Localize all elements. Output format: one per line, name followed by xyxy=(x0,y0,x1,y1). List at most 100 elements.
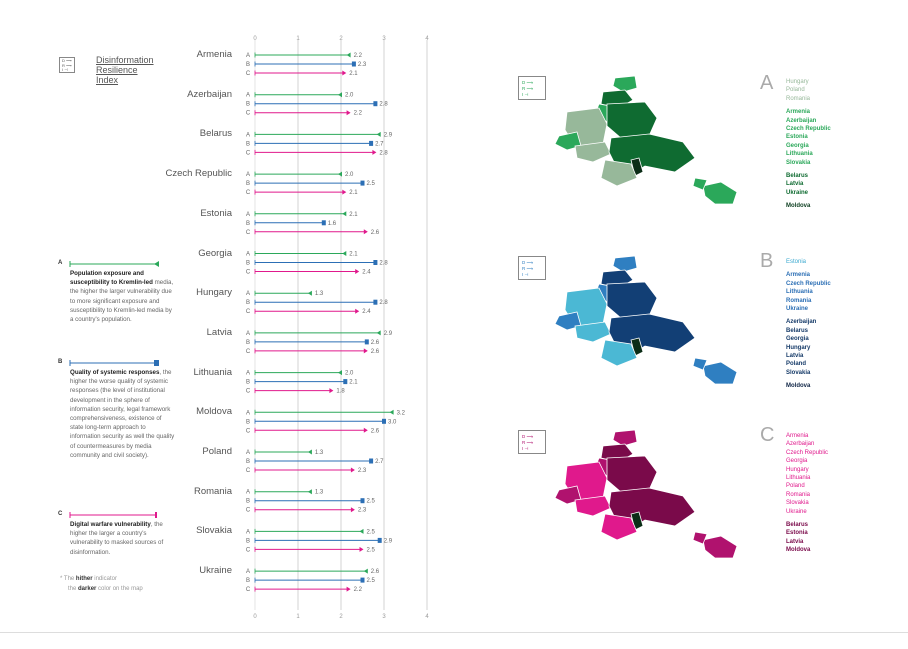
indicator-b-letter: B xyxy=(58,359,63,365)
row-sub-label: B xyxy=(246,340,250,346)
map-list-country: Georgia xyxy=(786,142,809,149)
map-list-country: Azerbaijan xyxy=(786,319,817,326)
country-label: Czech Republic xyxy=(165,168,232,180)
map-list-country: Hungary xyxy=(786,466,809,473)
bar-end-marker xyxy=(346,110,351,116)
map-list-country: Belarus xyxy=(786,173,809,180)
country-shape xyxy=(612,75,638,93)
x-tick-top-2: 2 xyxy=(339,36,343,42)
map-list-group: Moldova xyxy=(786,382,831,390)
indicator-a-bold: Population exposure and susceptibility t… xyxy=(70,270,153,287)
row-sub-label: A xyxy=(246,132,250,138)
x-tick-bottom-3: 3 xyxy=(382,614,386,620)
row-sub-label: A xyxy=(246,53,250,59)
row-sub-label: C xyxy=(246,508,251,514)
indicator-c-text: , the higher the larger a country's vuln… xyxy=(70,521,164,556)
country-shape xyxy=(612,429,638,447)
map-list-group: Belarus Latvia Ukraine xyxy=(786,172,831,197)
country-label: Slovakia xyxy=(196,525,232,537)
country-shape xyxy=(574,495,612,517)
country-label: Lithuania xyxy=(193,366,232,378)
map-c xyxy=(554,429,738,559)
country-shape xyxy=(702,535,738,559)
bar-end-marker xyxy=(376,131,381,137)
row-sub-label: C xyxy=(246,468,251,474)
bar-end-marker xyxy=(363,568,368,574)
country-shape xyxy=(692,531,708,545)
map-list-country: Romania xyxy=(786,491,811,498)
x-tick-top-4: 4 xyxy=(425,36,429,42)
value-label: 2.1 xyxy=(349,212,358,218)
bar-end-marker xyxy=(338,370,342,376)
map-list-country: Latvia xyxy=(786,353,804,360)
country-label: Hungary xyxy=(196,287,232,299)
indicator-b-bold: Quality of systemic responses xyxy=(70,369,160,376)
value-label: 2.8 xyxy=(379,102,388,108)
row-sub-label: C xyxy=(246,587,251,593)
map-list-country: Armenia xyxy=(786,433,809,439)
value-label: 2.5 xyxy=(367,181,376,187)
bar-end-marker xyxy=(307,290,312,296)
bar-end-marker xyxy=(377,537,382,543)
map-list-country: Poland xyxy=(786,87,805,94)
row-sub-label: C xyxy=(246,71,251,77)
map-list-country: Belarus xyxy=(786,522,809,529)
x-tick-bottom-2: 2 xyxy=(339,614,343,620)
x-tick-top-0: 0 xyxy=(253,36,257,42)
value-label: 2.9 xyxy=(384,331,393,337)
title-line-2: Resilience xyxy=(96,65,138,75)
row-sub-label: A xyxy=(246,212,250,218)
value-label: 1.6 xyxy=(328,221,337,227)
map-list-country: Estonia xyxy=(786,134,808,141)
value-label: 2.1 xyxy=(349,252,358,258)
map-list-country: Moldova xyxy=(786,383,811,390)
row-sub-label: A xyxy=(246,252,250,258)
map-list-country: Poland xyxy=(786,483,805,490)
value-label: 2.1 xyxy=(349,190,358,196)
value-label: 2.9 xyxy=(384,538,393,544)
index-title-link[interactable]: Disinformation Resilience Index xyxy=(96,55,154,85)
row-sub-label: C xyxy=(246,389,251,395)
country-shape xyxy=(692,177,708,191)
country-label: Georgia xyxy=(198,247,232,259)
map-list-country: Lithuania xyxy=(786,151,813,158)
map-list-group: Azerbaijan Belarus Georgia Hungary Latvia Pol… xyxy=(786,318,831,377)
map-list-country: Azerbaijan xyxy=(786,117,817,124)
bar-end-marker xyxy=(373,299,378,305)
country-shape xyxy=(702,361,738,385)
bar-end-marker xyxy=(342,251,347,256)
map-list-group: Hungary Poland Romania xyxy=(786,78,831,103)
map-list-country: Czech Republic xyxy=(786,449,829,456)
value-label: 2.5 xyxy=(367,529,376,535)
country-shape xyxy=(574,321,612,343)
country-label: Ukraine xyxy=(199,565,232,577)
country-shape xyxy=(600,159,638,187)
map-list-country: Estonia xyxy=(786,259,807,265)
bar-end-marker xyxy=(342,211,347,217)
value-label: 2.2 xyxy=(354,587,363,593)
footnote-star: * xyxy=(60,576,63,582)
map-list-group: Moldova xyxy=(786,202,831,210)
value-label: 2.8 xyxy=(379,300,388,306)
title-line-3: Index xyxy=(96,75,119,85)
country-shape xyxy=(554,485,582,505)
bar-end-marker xyxy=(329,388,334,394)
bar-end-marker xyxy=(350,507,355,513)
bar-end-marker xyxy=(307,489,312,495)
country-shape xyxy=(606,101,658,139)
row-sub-label: A xyxy=(246,569,250,575)
bar-end-marker xyxy=(373,260,378,265)
row-sub-label: A xyxy=(246,490,250,496)
country-shape xyxy=(606,281,658,319)
x-tick-top-3: 3 xyxy=(382,36,386,42)
indicator-b-description: Quality of systemic responses, the highe… xyxy=(70,368,175,460)
country-label: Armenia xyxy=(196,49,232,60)
map-a xyxy=(554,75,738,205)
value-label: 2.3 xyxy=(358,62,367,68)
legend-key-icon: D ⟶ R ⟶ I ⊣ xyxy=(59,57,75,73)
country-shape xyxy=(702,181,738,205)
indicator-b-text: , the higher the worse quality of system… xyxy=(70,369,175,459)
indicator-c-letter: C xyxy=(58,511,63,517)
bar-end-marker xyxy=(360,180,365,186)
row-sub-label: B xyxy=(246,261,250,267)
